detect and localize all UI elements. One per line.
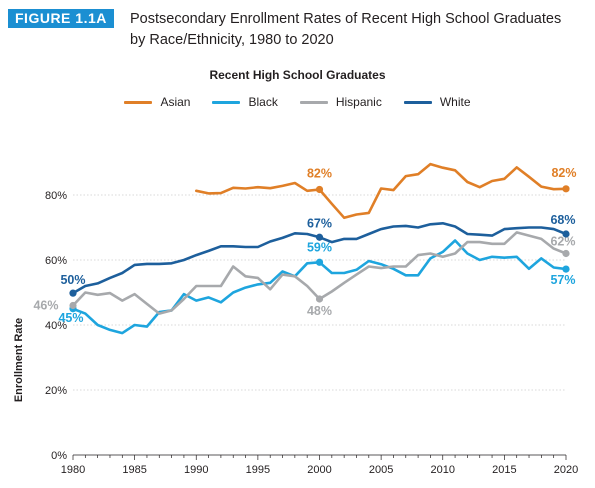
data-label-white-2020: 68% bbox=[550, 213, 575, 227]
y-tick-label: 20% bbox=[45, 385, 67, 397]
legend-swatch-hispanic bbox=[299, 100, 328, 104]
x-tick-label: 1980 bbox=[61, 464, 85, 476]
x-tick-label: 1985 bbox=[122, 464, 146, 476]
data-label-black-1980: 45% bbox=[58, 311, 83, 325]
data-label-asian-2020: 82% bbox=[551, 166, 576, 180]
y-tick-label: 40% bbox=[45, 320, 67, 332]
data-label-hispanic-1980: 46% bbox=[33, 299, 58, 313]
series-line-asian bbox=[195, 162, 568, 220]
data-point-asian-2000 bbox=[315, 185, 324, 194]
figure-title-line2: by Race/Ethnicity, 1980 to 2020 bbox=[130, 32, 334, 48]
legend-item-asian: Asian bbox=[124, 95, 190, 109]
legend-label-white: White bbox=[439, 95, 471, 109]
y-tick-label: 60% bbox=[45, 255, 67, 267]
data-point-white-1980 bbox=[69, 289, 77, 297]
y-axis-label: Enrollment Rate bbox=[13, 318, 25, 402]
figure-title-line1: Postsecondary Enrollment Rates of Recent… bbox=[130, 11, 562, 27]
x-tick-label: 1990 bbox=[184, 464, 208, 476]
data-label-black-2020: 57% bbox=[550, 273, 575, 287]
data-label-hispanic-2000: 48% bbox=[307, 304, 332, 318]
legend-swatch-asian bbox=[124, 100, 153, 104]
data-point-black-2000 bbox=[315, 258, 324, 266]
legend-item-hispanic: Hispanic bbox=[299, 95, 382, 109]
x-tick-label: 2005 bbox=[369, 464, 393, 476]
data-label-black-2000: 59% bbox=[307, 240, 332, 254]
y-tick-label: 0% bbox=[51, 450, 67, 462]
legend-label-hispanic: Hispanic bbox=[335, 95, 382, 109]
chart-title: Recent High School Graduates bbox=[209, 68, 386, 82]
legend-swatch-white bbox=[403, 100, 432, 104]
data-label-white-2000: 67% bbox=[307, 216, 332, 230]
chart-legend: Asian Black Hispanic White bbox=[0, 95, 595, 109]
x-tick-label: 2015 bbox=[492, 464, 516, 476]
legend-swatch-black bbox=[212, 100, 241, 104]
y-tick-label: 80% bbox=[45, 190, 67, 202]
data-label-white-1980: 50% bbox=[60, 273, 85, 287]
data-point-asian-2020 bbox=[562, 185, 570, 193]
figure-label: FIGURE 1.1A bbox=[8, 9, 114, 28]
x-tick-label: 2010 bbox=[431, 464, 455, 476]
data-point-hispanic-1980 bbox=[69, 301, 77, 310]
data-point-hispanic-2020 bbox=[562, 249, 570, 258]
x-tick-label: 2000 bbox=[307, 464, 331, 476]
data-point-black-2020 bbox=[562, 265, 570, 273]
data-point-hispanic-2000 bbox=[315, 295, 324, 303]
legend-label-black: Black bbox=[248, 95, 278, 109]
x-tick-label: 2020 bbox=[554, 464, 578, 476]
data-label-asian-2000: 82% bbox=[307, 166, 332, 180]
data-point-white-2020 bbox=[562, 230, 570, 238]
figure-title: Postsecondary Enrollment Rates of Recent… bbox=[130, 9, 590, 51]
data-point-white-2000 bbox=[315, 233, 324, 241]
legend-label-asian: Asian bbox=[160, 95, 191, 109]
x-tick-label: 1995 bbox=[246, 464, 270, 476]
legend-item-white: White bbox=[403, 95, 471, 109]
legend-item-black: Black bbox=[212, 95, 278, 109]
data-label-hispanic-2020: 62% bbox=[550, 235, 575, 249]
series-line-black bbox=[71, 239, 568, 335]
